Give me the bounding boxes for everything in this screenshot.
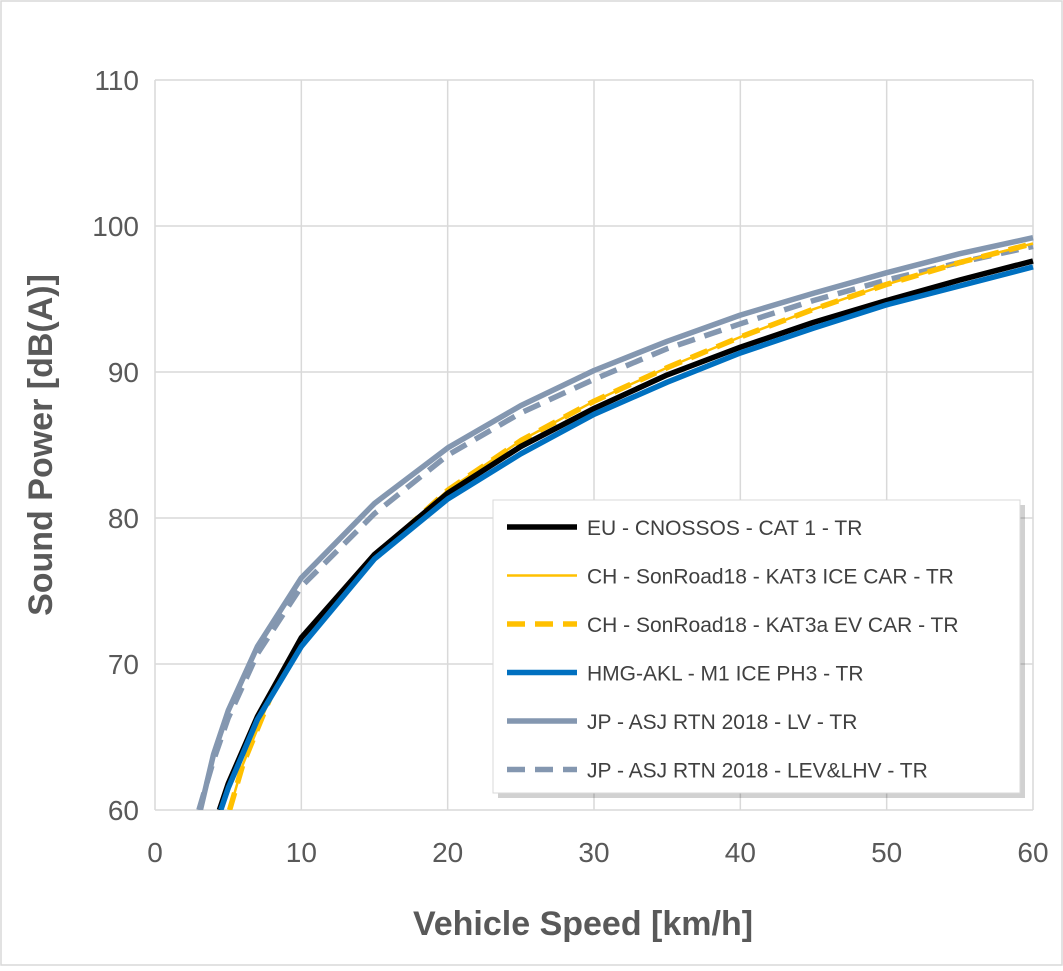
y-tick-label: 60 — [108, 795, 139, 826]
y-tick-label: 100 — [92, 211, 139, 242]
legend-box — [492, 499, 1021, 794]
x-tick-label: 0 — [147, 837, 163, 868]
x-tick-label: 40 — [725, 837, 756, 868]
tick-labels: 0 10 20 30 40 50 60 60 70 80 90 100 110 — [92, 65, 1048, 868]
y-tick-label: 110 — [94, 65, 139, 96]
legend-label-4: JP - ASJ RTN 2018 - LV - TR — [587, 711, 857, 734]
legend-label-2: CH - SonRoad18 - KAT3a EV CAR - TR — [587, 614, 959, 637]
legend-label-5: JP - ASJ RTN 2018 - LEV&LHV - TR — [587, 760, 928, 783]
series-lines — [196, 235, 1034, 810]
series-line-2 — [226, 240, 1034, 810]
x-tick-label: 20 — [432, 837, 463, 868]
series-line-5 — [196, 243, 1034, 810]
y-tick-label: 70 — [108, 649, 139, 680]
x-tick-label: 30 — [578, 837, 609, 868]
y-tick-label: 90 — [108, 357, 139, 388]
series-line-4 — [197, 235, 1034, 810]
legend-label-1: CH - SonRoad18 - KAT3 ICE CAR - TR — [587, 566, 954, 589]
legend-label-0: EU - CNOSSOS - CAT 1 - TR — [587, 517, 862, 540]
legend-label-3: HMG-AKL - M1 ICE PH3 - TR — [587, 663, 864, 686]
x-tick-label: 60 — [1017, 837, 1048, 868]
legend: EU - CNOSSOS - CAT 1 - TR CH - SonRoad18 … — [492, 499, 1025, 798]
series-line-3 — [218, 264, 1034, 810]
y-tick-label: 80 — [108, 503, 139, 534]
y-axis-title: Sound Power [dB(A)] — [22, 274, 60, 616]
x-axis-title: Vehicle Speed [km/h] — [413, 905, 753, 943]
x-tick-label: 50 — [871, 837, 902, 868]
x-tick-label: 10 — [286, 837, 317, 868]
